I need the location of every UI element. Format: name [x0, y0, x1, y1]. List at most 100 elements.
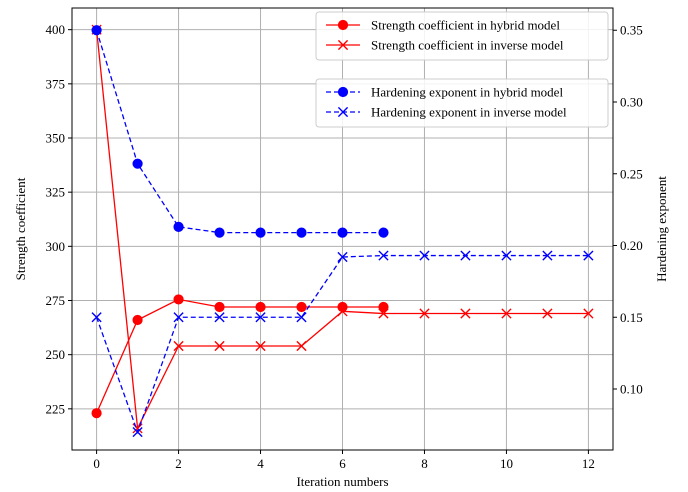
- x-tick-label: 6: [339, 456, 346, 471]
- marker-point: [173, 294, 184, 305]
- marker-x-stroke: [337, 106, 349, 118]
- marker-point: [91, 408, 102, 419]
- marker-point: [419, 250, 430, 261]
- y-left-tick-label: 350: [46, 131, 66, 146]
- marker-x-stroke: [583, 308, 594, 319]
- marker-point: [214, 340, 225, 352]
- marker-point: [337, 19, 349, 31]
- series-3: [91, 25, 389, 238]
- series-layer: [91, 24, 594, 438]
- series-1: [91, 294, 389, 419]
- marker-x-stroke: [378, 308, 389, 319]
- legend-box: [315, 78, 609, 128]
- x-tick-label: 0: [93, 456, 100, 471]
- marker-point: [296, 301, 307, 313]
- marker-point: [337, 227, 348, 238]
- marker-x-stroke: [214, 312, 225, 323]
- y-left-tick-label: 400: [46, 22, 66, 37]
- y-axis-label-left: Strength coefficient: [13, 177, 28, 280]
- y-right-tick-label: 0.20: [620, 238, 643, 253]
- y-right-tick-label: 0.30: [620, 94, 643, 109]
- legend-label: Hardening exponent in hybrid model: [371, 85, 563, 100]
- legend-2: Hardening exponent in hybrid model Harden…: [315, 78, 609, 128]
- marker-point: [542, 308, 553, 319]
- marker-point: [583, 308, 594, 319]
- x-axis-label: Iteration numbers: [296, 474, 388, 489]
- marker-point: [378, 227, 389, 238]
- x-tick-label: 2: [175, 456, 182, 471]
- marker-point: [337, 306, 348, 317]
- marker-point: [501, 250, 512, 261]
- marker-point: [337, 301, 348, 313]
- y-left-tick-label: 375: [46, 76, 66, 91]
- marker-point: [296, 312, 307, 323]
- marker-point: [173, 340, 184, 352]
- marker-point: [255, 301, 266, 313]
- marker-x-stroke: [542, 308, 553, 319]
- x-tick-label: 8: [421, 456, 428, 471]
- marker-x-stroke: [460, 250, 471, 261]
- marker-point: [173, 312, 184, 323]
- marker-x-stroke: [255, 312, 266, 323]
- marker-point: [378, 250, 389, 261]
- marker-x-stroke: [296, 312, 307, 323]
- marker-x-stroke: [419, 250, 430, 261]
- ticks-layer: 0 2 4 6 8 10 12 225 250 275 300 325 350 375 400 0.10 0.1…: [46, 22, 643, 471]
- marker-point: [337, 251, 348, 263]
- legend-label: Strength coefficient in inverse model: [371, 38, 564, 53]
- marker-point: [214, 301, 225, 313]
- marker-x-stroke: [132, 426, 143, 438]
- marker-point: [419, 308, 430, 319]
- marker-point: [501, 308, 512, 319]
- marker-x-stroke: [337, 39, 349, 51]
- marker-point: [296, 340, 307, 352]
- y-left-tick-label: 225: [46, 401, 66, 416]
- legend-label: Strength coefficient in hybrid model: [371, 18, 560, 33]
- marker-x-stroke: [296, 340, 307, 352]
- y-right-tick-label: 0.10: [620, 382, 643, 397]
- marker-point: [337, 39, 349, 51]
- series-line: [95, 298, 384, 414]
- legend-layer: Strength coefficient in hybrid model Stre…: [315, 11, 609, 128]
- marker-point: [378, 301, 389, 313]
- legend-label: Hardening exponent in inverse model: [371, 105, 567, 120]
- marker-x-stroke: [501, 308, 512, 319]
- y-right-tick-label: 0.35: [620, 23, 643, 38]
- y-axis-label-right: Hardening exponent: [654, 176, 669, 282]
- marker-point: [337, 106, 349, 118]
- marker-point: [542, 250, 553, 261]
- y-left-tick-label: 325: [46, 185, 66, 200]
- marker-x-stroke: [173, 312, 184, 323]
- series-4: [91, 250, 594, 438]
- y-left-tick-label: 300: [46, 239, 66, 254]
- y-left-tick-label: 250: [46, 347, 66, 362]
- marker-x-stroke: [91, 312, 102, 323]
- x-tick-label: 10: [500, 456, 513, 471]
- marker-x-stroke: [214, 340, 225, 352]
- legend-1: Strength coefficient in hybrid model Stre…: [315, 11, 609, 61]
- marker-x-stroke: [460, 308, 471, 319]
- marker-x-stroke: [173, 340, 184, 352]
- marker-point: [378, 308, 389, 319]
- marker-point: [214, 312, 225, 323]
- marker-x-stroke: [378, 250, 389, 261]
- marker-point: [255, 227, 266, 238]
- legend-box: [315, 11, 609, 61]
- marker-point: [337, 86, 349, 98]
- marker-point: [583, 250, 594, 261]
- y-right-tick-label: 0.15: [620, 310, 643, 325]
- marker-point: [255, 340, 266, 352]
- x-tick-label: 12: [582, 456, 595, 471]
- marker-x-stroke: [337, 306, 348, 317]
- marker-point: [132, 426, 143, 438]
- y-left-tick-label: 275: [46, 293, 66, 308]
- series-line: [95, 30, 384, 234]
- marker-point: [255, 312, 266, 323]
- marker-point: [91, 312, 102, 323]
- marker-point: [132, 314, 143, 326]
- marker-x-stroke: [542, 250, 553, 261]
- marker-x-stroke: [337, 251, 348, 263]
- marker-point: [214, 227, 225, 238]
- marker-point: [296, 227, 307, 238]
